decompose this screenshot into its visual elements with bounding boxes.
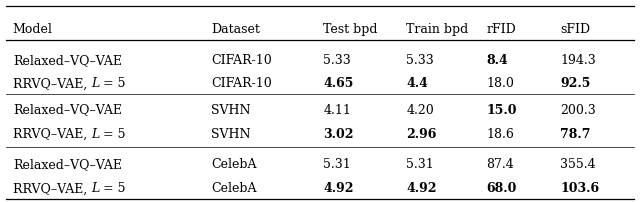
Text: 2.96: 2.96 [406, 128, 436, 141]
Text: CelebA: CelebA [211, 158, 257, 171]
Text: SVHN: SVHN [211, 104, 251, 117]
Text: RRVQ–VAE,: RRVQ–VAE, [13, 128, 91, 141]
Text: = 5: = 5 [99, 128, 126, 141]
Text: 92.5: 92.5 [560, 77, 590, 90]
Text: 4.20: 4.20 [406, 104, 434, 117]
Text: 194.3: 194.3 [560, 54, 596, 67]
Text: 5.33: 5.33 [406, 54, 434, 67]
Text: 4.4: 4.4 [406, 77, 428, 90]
Text: RRVQ–VAE,: RRVQ–VAE, [13, 182, 91, 195]
Text: 18.6: 18.6 [486, 128, 515, 141]
Text: 18.0: 18.0 [486, 77, 515, 90]
Text: Test bpd: Test bpd [323, 23, 378, 36]
Text: 4.65: 4.65 [323, 77, 353, 90]
Text: CIFAR-10: CIFAR-10 [211, 77, 272, 90]
Text: = 5: = 5 [99, 77, 126, 90]
Text: Dataset: Dataset [211, 23, 260, 36]
Text: 8.4: 8.4 [486, 54, 508, 67]
Text: 68.0: 68.0 [486, 182, 516, 195]
Text: 87.4: 87.4 [486, 158, 514, 171]
Text: 78.7: 78.7 [560, 128, 591, 141]
Text: L: L [91, 128, 99, 141]
Text: 5.31: 5.31 [323, 158, 351, 171]
Text: SVHN: SVHN [211, 128, 251, 141]
Text: sFID: sFID [560, 23, 590, 36]
Text: 355.4: 355.4 [560, 158, 596, 171]
Text: CIFAR-10: CIFAR-10 [211, 54, 272, 67]
Text: 4.92: 4.92 [406, 182, 437, 195]
Text: 5.33: 5.33 [323, 54, 351, 67]
Text: RRVQ–VAE,: RRVQ–VAE, [13, 77, 91, 90]
Text: Model: Model [13, 23, 52, 36]
Text: 200.3: 200.3 [560, 104, 596, 117]
Text: rFID: rFID [486, 23, 516, 36]
Text: L: L [91, 77, 99, 90]
Text: 15.0: 15.0 [486, 104, 517, 117]
Text: Relaxed–VQ–VAE: Relaxed–VQ–VAE [13, 104, 122, 117]
Text: = 5: = 5 [99, 182, 126, 195]
Text: L: L [91, 182, 99, 195]
Text: 5.31: 5.31 [406, 158, 434, 171]
Text: 3.02: 3.02 [323, 128, 354, 141]
Text: CelebA: CelebA [211, 182, 257, 195]
Text: Train bpd: Train bpd [406, 23, 468, 36]
Text: 4.11: 4.11 [323, 104, 351, 117]
Text: 103.6: 103.6 [560, 182, 599, 195]
Text: 4.92: 4.92 [323, 182, 354, 195]
Text: Relaxed–VQ–VAE: Relaxed–VQ–VAE [13, 54, 122, 67]
Text: Relaxed–VQ–VAE: Relaxed–VQ–VAE [13, 158, 122, 171]
